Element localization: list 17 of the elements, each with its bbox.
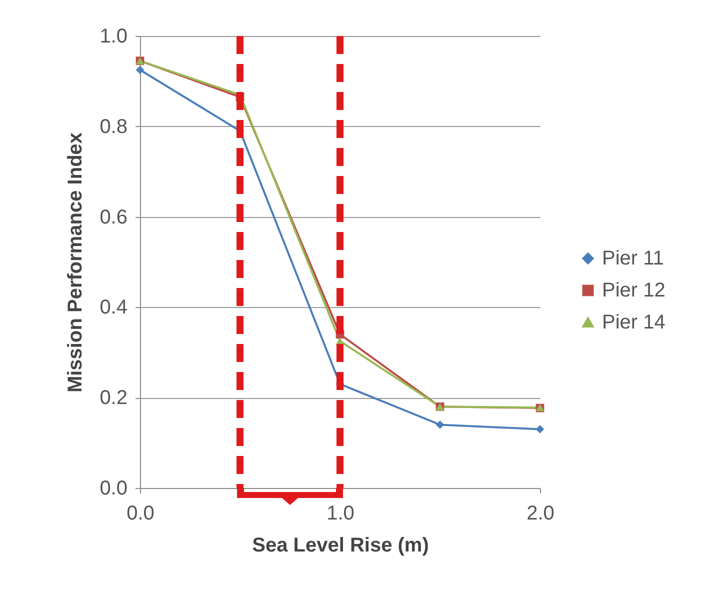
x-tick-label: 1.0 <box>326 502 354 524</box>
legend-label: Pier 14 <box>602 311 666 334</box>
x-tick-label: 2.0 <box>526 502 554 524</box>
y-tick-label: 0.8 <box>100 116 128 138</box>
y-tick-label: 1.0 <box>100 26 128 48</box>
y-axis-title: Mission Performance Index <box>64 132 87 393</box>
x-tick-label: 0.0 <box>126 502 154 524</box>
y-tick-label: 0.2 <box>100 387 128 410</box>
y-tick-label: 0.6 <box>100 206 128 228</box>
y-tick-label: 0.0 <box>100 478 128 500</box>
point <box>136 66 144 74</box>
x-axis-title: Sea Level Rise (m) <box>252 534 429 556</box>
y-tick-label: 0.4 <box>100 296 128 319</box>
point <box>436 420 444 429</box>
legend-label: Pier 11 <box>602 247 664 270</box>
point <box>536 425 544 434</box>
legend-label: Pier 12 <box>602 279 666 302</box>
